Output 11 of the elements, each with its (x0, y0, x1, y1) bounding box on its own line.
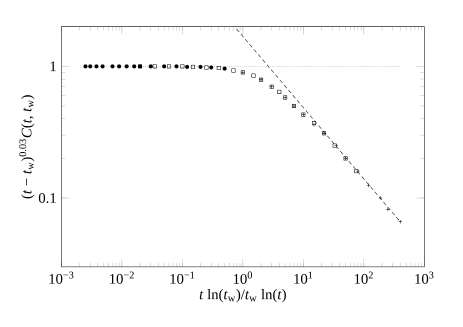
text: (t − t$_{w}$)$^{0.03}$C(t, t$_{w}$) (19, 95, 34, 198)
x-tick-label: 10$^{2}$ (354, 272, 373, 284)
x-tick-label: 10$^{−2}$ (110, 272, 134, 284)
y-tick-label: 0.1 (38, 193, 56, 204)
x-tick-label: 10$^{1}$ (294, 272, 312, 284)
x-tick-label: 10$^{−1}$ (170, 272, 194, 284)
y-tick-label: 1 (50, 62, 56, 72)
x-tick-label: 10$^{0}$ (234, 272, 252, 284)
x-tick-label: 10$^{3}$ (415, 272, 434, 284)
text: t ln(t$_{w}$)/t$_{w}$ ln(t) (200, 289, 286, 302)
x-tick-label: 10$^{−3}$ (50, 272, 74, 284)
